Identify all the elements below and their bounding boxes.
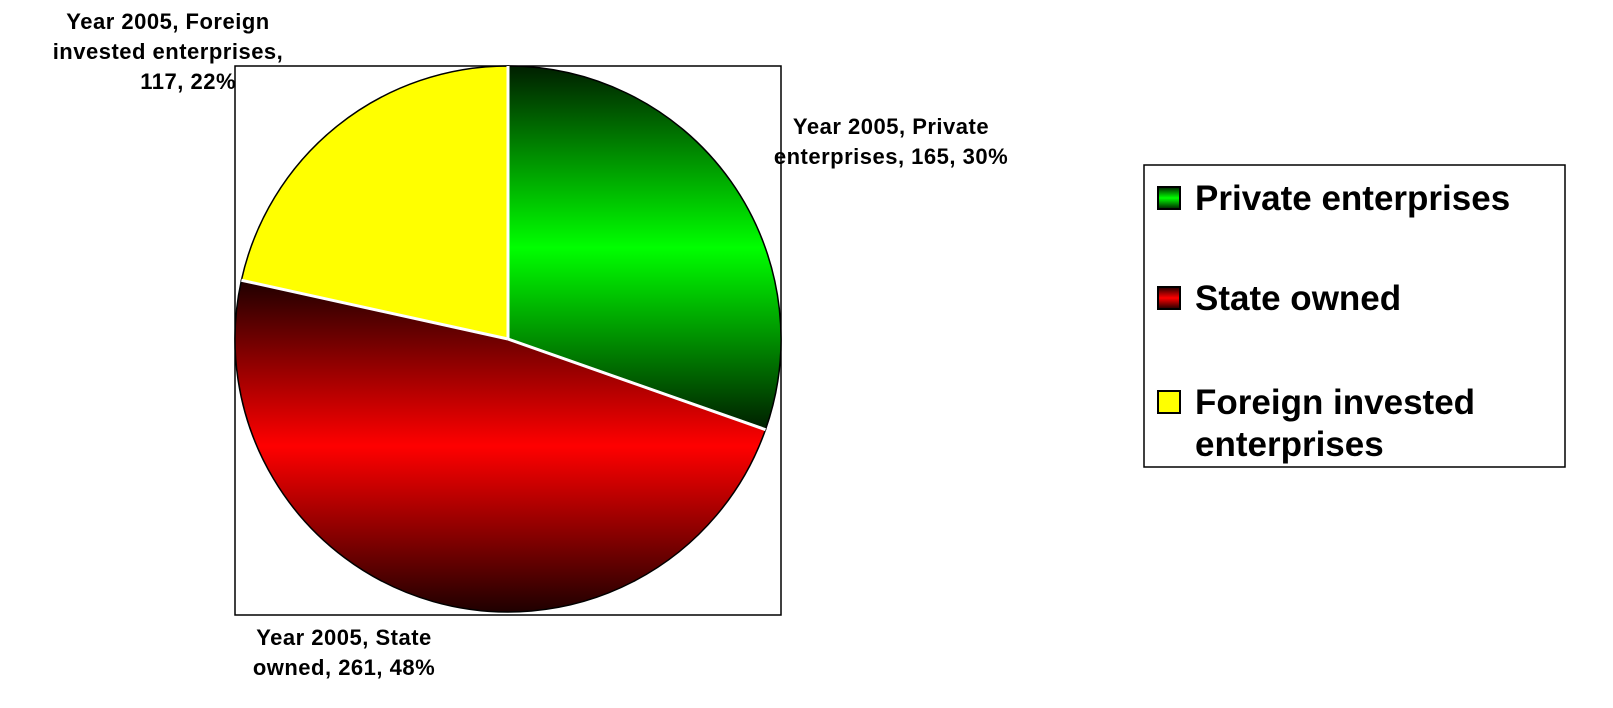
legend-entry-foreign-invested-enterprises: Foreign invested enterprises <box>1157 383 1475 464</box>
slice-separator <box>241 278 509 341</box>
slice-separator <box>507 337 767 432</box>
legend: Private enterprises State owned Foreign in… <box>1143 164 1566 468</box>
data-label-private-enterprises: Year 2005, Private enterprises, 165, 30% <box>774 114 1008 169</box>
legend-swatch <box>1157 186 1181 210</box>
legend-swatch <box>1157 286 1181 310</box>
data-label-line: 117, 22% <box>140 69 236 94</box>
data-label-line: Year 2005, Private <box>793 114 989 139</box>
legend-entries: Private enterprises State owned Foreign in… <box>1157 179 1510 464</box>
data-label-line: Year 2005, Foreign <box>66 9 269 34</box>
data-label-line: invested enterprises, <box>53 39 284 64</box>
data-label-state-owned: Year 2005, State owned, 261, 48% <box>253 625 435 680</box>
legend-label-line: State owned <box>1195 279 1401 318</box>
data-label-foreign-invested-enterprises: Year 2005, Foreign invested enterprises, 1… <box>53 9 284 94</box>
legend-label-line: Private enterprises <box>1195 179 1510 218</box>
slice-foreign-invested-enterprises <box>240 65 509 340</box>
legend-entry-state-owned: State owned <box>1157 279 1401 318</box>
legend-label: Private enterprises <box>1195 179 1510 218</box>
pie-slices <box>234 65 782 613</box>
data-label-line: enterprises, 165, 30% <box>774 144 1008 169</box>
legend-label-line: Foreign invested <box>1195 383 1475 422</box>
data-labels: Year 2005, Private enterprises, 165, 30%Y… <box>53 9 1008 680</box>
legend-swatch <box>1157 390 1181 414</box>
legend-box <box>1143 164 1566 468</box>
legend-label-line: enterprises <box>1195 425 1384 464</box>
legend-label: State owned <box>1195 279 1401 318</box>
data-label-line: Year 2005, State <box>256 625 432 650</box>
legend-entry-private-enterprises: Private enterprises <box>1157 179 1510 218</box>
data-label-line: owned, 261, 48% <box>253 655 435 680</box>
legend-label: Foreign invested enterprises <box>1195 383 1475 464</box>
slice-private-enterprises <box>507 65 782 431</box>
slice-state-owned <box>234 279 767 613</box>
